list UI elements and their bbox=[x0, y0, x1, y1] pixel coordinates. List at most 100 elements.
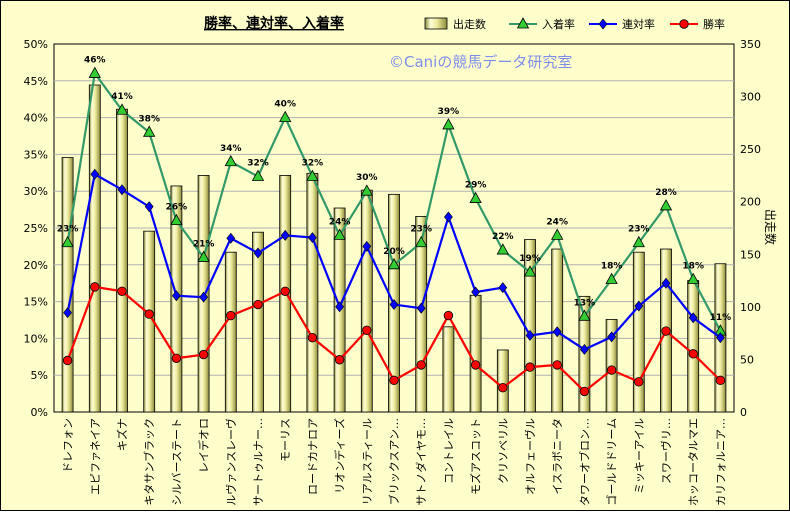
data-label: 20% bbox=[383, 247, 405, 257]
bar bbox=[117, 109, 128, 412]
left-tick-label: 10% bbox=[24, 332, 48, 345]
left-tick-label: 20% bbox=[24, 259, 48, 272]
data-point bbox=[553, 361, 562, 370]
x-tick-label: タワーオブロン… bbox=[577, 418, 591, 506]
bar bbox=[443, 327, 454, 412]
data-label: 23% bbox=[410, 225, 432, 235]
data-label: 39% bbox=[438, 107, 460, 117]
left-tick-label: 5% bbox=[31, 369, 48, 382]
data-point bbox=[526, 363, 535, 372]
data-label: 38% bbox=[138, 114, 160, 124]
legend: 出走数 入着率 連対率 勝率 bbox=[425, 17, 725, 31]
x-tick-label: サトノダイヤモ… bbox=[414, 418, 428, 506]
chart-title: 勝率、連対率、入着率 bbox=[204, 15, 344, 32]
right-tick-label: 150 bbox=[740, 248, 761, 261]
data-label: 32% bbox=[247, 158, 269, 168]
legend-label: 連対率 bbox=[622, 17, 655, 31]
left-tick-label: 15% bbox=[24, 296, 48, 309]
data-label: 11% bbox=[710, 313, 732, 323]
watermark: ©Caniの競馬データ研究室 bbox=[389, 53, 572, 71]
data-point bbox=[580, 387, 589, 396]
bar bbox=[225, 252, 236, 412]
left-tick-label: 0% bbox=[31, 406, 48, 419]
data-label: 24% bbox=[546, 217, 568, 227]
data-label: 19% bbox=[519, 254, 541, 264]
legend-marker bbox=[599, 19, 607, 29]
data-label: 13% bbox=[574, 298, 596, 308]
data-point bbox=[308, 333, 317, 342]
data-point bbox=[145, 310, 154, 319]
data-point bbox=[199, 350, 208, 359]
right-tick-label: 0 bbox=[740, 406, 747, 419]
data-point bbox=[254, 300, 263, 309]
left-tick-label: 45% bbox=[24, 75, 48, 88]
x-tick-label: ホッコータルマエ bbox=[687, 418, 700, 506]
left-tick-label: 25% bbox=[24, 222, 48, 235]
data-label: 40% bbox=[274, 100, 296, 110]
data-label: 29% bbox=[465, 181, 487, 191]
x-tick-label: コントレイル bbox=[442, 418, 455, 484]
data-point bbox=[63, 356, 72, 365]
data-point bbox=[363, 326, 372, 335]
data-label: 18% bbox=[682, 262, 704, 272]
right-tick-label: 300 bbox=[740, 91, 761, 104]
legend-marker bbox=[680, 20, 689, 29]
bar bbox=[361, 190, 372, 412]
x-tick-label: リアルスティール bbox=[361, 418, 374, 505]
right-tick-label: 100 bbox=[740, 301, 761, 314]
legend-swatch bbox=[425, 18, 447, 29]
data-point bbox=[417, 361, 426, 370]
x-tick-label: ロードカナロア bbox=[306, 418, 319, 495]
x-tick-label: ゴールドドリーム bbox=[605, 418, 619, 506]
x-tick-label: ブリックスアン… bbox=[387, 418, 401, 505]
x-tick-label: リオンディーズ bbox=[333, 418, 347, 494]
right-tick-label: 200 bbox=[740, 196, 761, 209]
x-tick-label: キタサンブラック bbox=[142, 418, 156, 506]
data-label: 24% bbox=[329, 217, 351, 227]
data-label: 23% bbox=[57, 225, 79, 235]
x-tick-label: シルバーステート bbox=[170, 418, 183, 505]
left-tick-label: 30% bbox=[24, 185, 48, 198]
bar bbox=[89, 85, 100, 412]
data-point bbox=[172, 354, 181, 363]
data-label: 23% bbox=[628, 225, 650, 235]
data-label: 46% bbox=[84, 55, 106, 65]
left-tick-label: 50% bbox=[24, 38, 48, 51]
right-tick-label: 250 bbox=[740, 143, 761, 156]
legend-label: 入着率 bbox=[542, 17, 575, 31]
x-tick-label: オルフェーヴル bbox=[523, 418, 537, 495]
data-label: 18% bbox=[601, 262, 623, 272]
x-tick-label: サートゥルナー… bbox=[252, 418, 265, 506]
x-tick-label: スワーヴリ… bbox=[659, 418, 673, 484]
x-tick-label: モズアスコット bbox=[469, 418, 483, 495]
data-point bbox=[471, 361, 480, 370]
right-axis-label: 出走数 bbox=[763, 209, 778, 245]
bar bbox=[470, 295, 481, 412]
data-label: 30% bbox=[356, 173, 378, 183]
bar bbox=[688, 281, 699, 412]
data-point bbox=[499, 383, 508, 392]
data-label: 34% bbox=[220, 144, 242, 154]
data-point bbox=[635, 378, 644, 387]
x-tick-label: ルヴァンスレーヴ bbox=[224, 418, 238, 506]
data-point bbox=[390, 376, 399, 385]
data-label: 21% bbox=[193, 239, 215, 249]
x-tick-label: カリフォルニア… bbox=[714, 418, 727, 506]
data-point bbox=[281, 287, 290, 296]
x-tick-label: レイデオロ bbox=[197, 418, 211, 473]
data-label: 41% bbox=[111, 92, 133, 102]
x-tick-label: モーリス bbox=[279, 418, 292, 462]
legend-label: 勝率 bbox=[703, 17, 725, 31]
bar bbox=[497, 350, 508, 412]
data-point bbox=[91, 283, 100, 292]
data-point bbox=[689, 350, 698, 359]
data-label: 32% bbox=[302, 158, 324, 168]
left-tick-label: 35% bbox=[24, 148, 48, 161]
bar bbox=[633, 252, 644, 412]
right-tick-label: 50 bbox=[740, 353, 754, 366]
bar bbox=[253, 232, 264, 412]
x-tick-label: ドレフォン bbox=[62, 418, 75, 473]
x-tick-label: エピファネイア bbox=[89, 418, 102, 495]
